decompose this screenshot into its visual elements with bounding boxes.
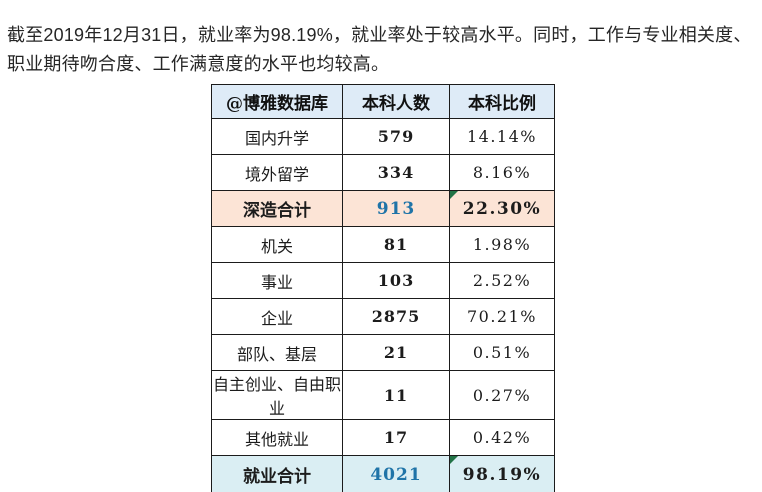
row-label: 深造合计 bbox=[211, 190, 343, 227]
row-percent: 2.52% bbox=[449, 262, 555, 299]
cell-note-triangle-icon bbox=[450, 456, 458, 464]
table-row: 部队、基层 21 0.51% bbox=[211, 334, 555, 371]
employment-table: @博雅数据库 本科人数 本科比例 国内升学 579 14.14% 境外留学 33… bbox=[211, 84, 555, 492]
table-row: 境外留学 334 8.16% bbox=[211, 154, 555, 191]
row-label: 就业合计 bbox=[211, 455, 343, 492]
row-percent: 22.30% bbox=[449, 190, 555, 227]
table-row: 自主创业、自由职业 11 0.27% bbox=[211, 370, 555, 420]
header-source: @博雅数据库 bbox=[211, 84, 343, 119]
row-percent: 0.51% bbox=[449, 334, 555, 371]
table-row: 企业 2875 70.21% bbox=[211, 298, 555, 335]
row-count: 81 bbox=[342, 226, 450, 263]
row-count: 913 bbox=[342, 190, 450, 227]
table-row-total: 就业合计 4021 98.19% bbox=[211, 455, 555, 492]
table-row: 机关 81 1.98% bbox=[211, 226, 555, 263]
row-label: 境外留学 bbox=[211, 154, 343, 191]
row-label: 国内升学 bbox=[211, 118, 343, 155]
table-row: 事业 103 2.52% bbox=[211, 262, 555, 299]
row-percent: 98.19% bbox=[449, 455, 555, 492]
row-label: 企业 bbox=[211, 298, 343, 335]
row-count: 103 bbox=[342, 262, 450, 299]
row-percent: 70.21% bbox=[449, 298, 555, 335]
cell-note-triangle-icon bbox=[450, 191, 458, 199]
row-percent: 0.27% bbox=[449, 370, 555, 420]
header-count: 本科人数 bbox=[342, 84, 450, 119]
row-percent: 1.98% bbox=[449, 226, 555, 263]
row-percent-value: 22.30% bbox=[462, 198, 542, 219]
row-label: 部队、基层 bbox=[211, 334, 343, 371]
row-count: 11 bbox=[342, 370, 450, 420]
row-label: 机关 bbox=[211, 226, 343, 263]
row-percent-value: 98.19% bbox=[462, 464, 542, 485]
row-count: 2875 bbox=[342, 298, 450, 335]
row-count: 579 bbox=[342, 118, 450, 155]
table-row: 其他就业 17 0.42% bbox=[211, 419, 555, 456]
row-count: 4021 bbox=[342, 455, 450, 492]
table-row-subtotal: 深造合计 913 22.30% bbox=[211, 190, 555, 227]
row-percent: 0.42% bbox=[449, 419, 555, 456]
row-count: 21 bbox=[342, 334, 450, 371]
intro-paragraph: 截至2019年12月31日，就业率为98.19%，就业率处于较高水平。同时，工作… bbox=[7, 25, 752, 74]
row-count: 17 bbox=[342, 419, 450, 456]
row-percent: 14.14% bbox=[449, 118, 555, 155]
table-header-row: @博雅数据库 本科人数 本科比例 bbox=[211, 84, 555, 119]
row-label: 自主创业、自由职业 bbox=[211, 370, 343, 420]
row-label: 事业 bbox=[211, 262, 343, 299]
table-row: 国内升学 579 14.14% bbox=[211, 118, 555, 155]
row-count: 334 bbox=[342, 154, 450, 191]
header-percent: 本科比例 bbox=[449, 84, 555, 119]
row-percent: 8.16% bbox=[449, 154, 555, 191]
row-label: 其他就业 bbox=[211, 419, 343, 456]
